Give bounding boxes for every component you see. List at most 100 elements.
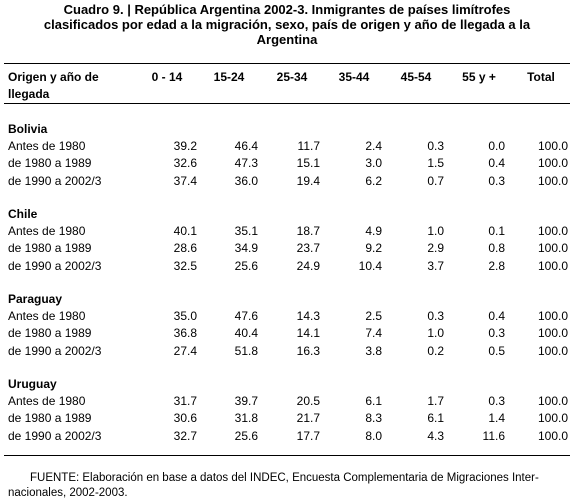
title-line: Cuadro 9. | República Argentina 2002-3. …	[63, 2, 511, 17]
cell: 0.4	[488, 309, 505, 323]
cell: 1.0	[427, 224, 444, 238]
cell: 10.4	[358, 258, 382, 273]
cell: 31.7	[173, 394, 197, 408]
column-header: 15-24	[213, 70, 245, 84]
cell: 32.5	[173, 258, 197, 273]
rule	[4, 103, 570, 104]
cell: 7.4	[365, 326, 382, 341]
cell: 27.4	[173, 343, 197, 358]
cell: 20.5	[296, 394, 320, 408]
column-header: llegada	[8, 87, 50, 101]
cell: 34.9	[234, 241, 258, 256]
cell: 32.7	[173, 428, 197, 443]
cell: 25.6	[234, 258, 258, 273]
cell: 9.2	[365, 241, 382, 256]
cell: 100.0	[537, 173, 568, 188]
column-header: 55 y +	[462, 70, 496, 84]
cell: 0.7	[427, 173, 444, 188]
cell: 28.6	[173, 241, 197, 256]
cell: 0.3	[427, 309, 444, 323]
cell: 39.7	[234, 394, 258, 408]
cell: 39.2	[173, 139, 197, 153]
cell: 36.0	[234, 173, 258, 188]
cell: 36.8	[173, 326, 197, 341]
row-label: de 1980 a 1989	[8, 326, 92, 341]
cell: 2.8	[488, 258, 505, 273]
row-label: de 1990 a 2002/3	[8, 343, 102, 358]
cell: 40.4	[234, 326, 258, 341]
group-name: Paraguay	[8, 292, 63, 306]
cell: 0.3	[488, 173, 505, 188]
cell: 3.0	[365, 156, 382, 171]
cell: 0.3	[488, 394, 505, 408]
row-label: Antes de 1980	[8, 139, 86, 153]
cell: 30.6	[173, 411, 197, 426]
footer-line: FUENTE: Elaboración en base a datos del …	[30, 472, 539, 484]
rule	[4, 455, 570, 456]
cell: 11.7	[297, 139, 320, 153]
cell: 100.0	[537, 411, 568, 426]
cell: 4.3	[427, 428, 444, 443]
cell: 0.0	[488, 139, 505, 153]
cell: 23.7	[296, 241, 320, 256]
cell: 2.4	[365, 139, 382, 153]
cell: 31.8	[234, 411, 258, 426]
cell: 1.4	[488, 411, 505, 426]
row-label: de 1980 a 1989	[8, 241, 92, 256]
cell: 4.9	[365, 224, 382, 238]
cell: 0.3	[488, 326, 505, 341]
column-header: 25-34	[276, 70, 308, 84]
column-header: Origen y año de	[8, 70, 99, 84]
cell: 47.6	[234, 309, 258, 323]
cell: 47.3	[234, 156, 258, 171]
cell: 51.8	[234, 343, 258, 358]
group-name: Uruguay	[8, 377, 57, 391]
group-name: Bolivia	[8, 122, 48, 136]
cell: 100.0	[537, 309, 568, 323]
cell: 14.1	[296, 326, 320, 341]
column-header: 0 - 14	[151, 70, 183, 84]
row-label: de 1990 a 2002/3	[8, 428, 102, 443]
cell: 100.0	[537, 224, 568, 238]
cell: 100.0	[537, 156, 568, 171]
cell: 35.0	[173, 309, 197, 323]
cell: 25.6	[234, 428, 258, 443]
cell: 1.5	[427, 156, 444, 171]
cell: 1.7	[427, 394, 444, 408]
footer-line: nacionales, 2002-2003.	[8, 487, 128, 499]
cell: 18.7	[296, 224, 320, 238]
row-label: de 1990 a 2002/3	[8, 173, 102, 188]
title-line: clasificados por edad a la migración, se…	[43, 17, 531, 32]
cell: 100.0	[537, 139, 568, 153]
cell: 0.3	[427, 139, 444, 153]
rule	[4, 63, 570, 64]
cell: 14.3	[296, 309, 320, 323]
cell: 6.2	[365, 173, 382, 188]
cell: 100.0	[537, 343, 568, 358]
row-label: Antes de 1980	[8, 224, 86, 238]
cell: 16.3	[296, 343, 320, 358]
cell: 8.3	[365, 411, 382, 426]
cell: 35.1	[234, 224, 258, 238]
cell: 2.9	[427, 241, 444, 256]
group-name: Chile	[8, 207, 38, 221]
title-line: Argentina	[256, 32, 318, 47]
cell: 15.1	[296, 156, 320, 171]
row-label: de 1990 a 2002/3	[8, 258, 102, 273]
cell: 37.4	[173, 173, 197, 188]
cell: 100.0	[537, 258, 568, 273]
cell: 11.6	[482, 428, 505, 443]
cell: 3.7	[427, 258, 444, 273]
cell: 46.4	[234, 139, 258, 153]
cell: 6.1	[427, 411, 444, 426]
cell: 100.0	[537, 241, 568, 256]
row-label: de 1980 a 1989	[8, 156, 92, 171]
column-header: Total	[527, 70, 555, 84]
cell: 3.8	[365, 343, 382, 358]
cell: 17.7	[296, 428, 320, 443]
cell: 6.1	[365, 394, 382, 408]
cell: 100.0	[537, 428, 568, 443]
cell: 8.0	[365, 428, 382, 443]
cell: 0.8	[488, 241, 505, 256]
